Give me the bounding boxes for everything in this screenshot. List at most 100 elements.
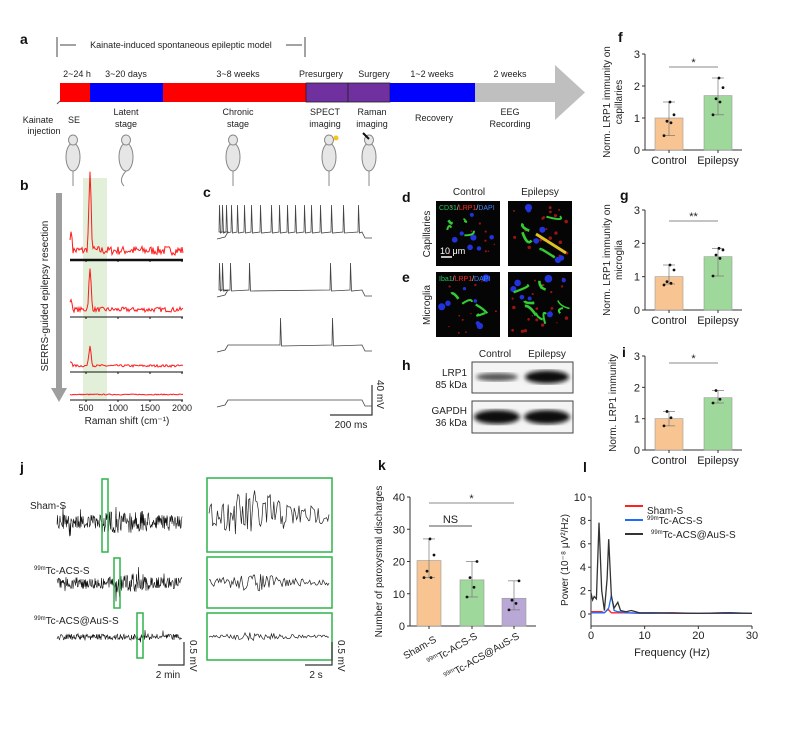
eeg-trace: [56, 629, 183, 643]
x-tick-label: Epilepsy: [697, 315, 739, 327]
green-marker: [534, 312, 544, 321]
dapi-nucleus: [544, 274, 553, 283]
resection-label: SERRS-guided epilepsy resection: [40, 221, 51, 372]
data-point: [718, 100, 722, 104]
rat-icon: [118, 134, 134, 187]
y-tick-label: 2: [634, 81, 640, 93]
lrp1-signal: [527, 245, 531, 250]
data-point: [425, 569, 429, 573]
x-tick-label: Epilepsy: [697, 155, 739, 167]
zoom-inset-box: [206, 477, 333, 553]
x-tick-label: Control: [651, 455, 686, 467]
panel-label-e: e: [402, 269, 410, 285]
series-line: [591, 595, 752, 615]
selection-box: [101, 478, 109, 553]
selection-box: [113, 557, 121, 609]
eeg-zoom-trace: [208, 490, 330, 535]
action-potential-traces: [216, 204, 372, 408]
lrp1-signal: [564, 219, 568, 224]
lrp1-signal: [513, 209, 516, 212]
lrp1-signal: [448, 285, 451, 288]
column-epilepsy: Epilepsy: [528, 349, 566, 360]
rat-head: [68, 134, 78, 146]
blot-gapdh: [471, 400, 574, 434]
duration-label: Surgery: [358, 69, 390, 79]
y-axis-label: capillaries: [614, 80, 625, 124]
bar-chart-f: 0 1 2 3 Norm. LRP1 immunity on capillaries Con…: [602, 46, 742, 167]
lrp1-signal: [470, 313, 472, 315]
lrp1-signal: [527, 318, 530, 321]
panel-label-c: c: [203, 184, 211, 200]
data-point: [472, 585, 476, 589]
scale-bar: [330, 385, 373, 416]
green-marker: [464, 230, 475, 237]
injection-pointer: [56, 100, 61, 105]
lrp1-signal: [478, 222, 481, 225]
y-tick-label: 6: [580, 539, 586, 551]
model-label: Kainate-induced spontaneous epileptic mo…: [90, 40, 272, 50]
rat-head: [228, 134, 238, 146]
green-marker: [557, 306, 564, 315]
data-point: [669, 416, 673, 420]
stage-raman: Raman: [357, 107, 386, 117]
superscript: 99m: [651, 530, 663, 536]
membrane-trace: [216, 262, 372, 298]
scale-voltage-right: 0.5 mV: [335, 640, 346, 672]
superscript: 99m: [647, 516, 659, 522]
lrp1-signal: [450, 205, 452, 208]
dapi-nucleus: [527, 296, 532, 301]
bar: [703, 397, 733, 451]
x-tick-label: 1500: [140, 403, 160, 413]
green-marker: [539, 284, 543, 289]
dapi-nucleus: [438, 303, 446, 311]
lrp1-signal: [558, 208, 561, 211]
duration-label: 2~24 h: [63, 69, 91, 79]
green-marker: [521, 231, 533, 244]
timeline-segment: [60, 83, 90, 102]
y-tick-label: 1: [634, 113, 640, 125]
data-point: [672, 113, 676, 117]
green-marker: [446, 224, 453, 231]
x-tick-label: Control: [651, 155, 686, 167]
green-marker: [521, 222, 530, 232]
dapi-nucleus: [524, 203, 533, 212]
y-tick-label: 2: [634, 238, 640, 250]
lrp1-signal: [484, 239, 487, 242]
rat-body: [118, 142, 134, 172]
data-point: [510, 598, 514, 602]
x-tick-label: Control: [651, 315, 686, 327]
dapi-nucleus: [475, 321, 481, 326]
lrp1-signal: [474, 283, 477, 287]
eeg-trace: [56, 505, 183, 539]
rat-head: [121, 134, 131, 146]
data-point: [665, 410, 669, 413]
spectrum-line: [69, 393, 184, 396]
dapi-nucleus: [445, 300, 451, 307]
spectra: [69, 171, 184, 402]
timeline-segment: [347, 82, 391, 103]
lrp1-signal: [534, 279, 537, 282]
data-point: [475, 560, 479, 563]
lrp1-signal: [448, 325, 450, 328]
stage-latent: Latent: [113, 107, 139, 117]
lrp1-signal: [545, 228, 548, 231]
legend-label: 99mTc-ACS@AuS-S: [651, 530, 736, 541]
data-point: [428, 537, 432, 541]
y-tick-label: 2: [580, 586, 586, 598]
micrograph-image: [508, 201, 572, 266]
green-marker: [524, 304, 538, 317]
membrane-trace: [216, 399, 372, 408]
dapi-nucleus: [554, 256, 562, 264]
y-tick-label: 30: [393, 524, 405, 536]
significance-marker: *: [691, 353, 696, 365]
duration-label: 2 weeks: [493, 69, 527, 79]
row-microglia: Microglia: [422, 285, 433, 325]
dapi-nucleus: [473, 299, 478, 303]
lrp1-signal: [554, 231, 558, 235]
y-tick-label: 0: [634, 305, 640, 317]
laser-icon: [362, 132, 370, 140]
resection-arrow: [51, 193, 67, 402]
panel-label-h: h: [402, 357, 411, 373]
zoom-inset-box: [206, 612, 333, 661]
